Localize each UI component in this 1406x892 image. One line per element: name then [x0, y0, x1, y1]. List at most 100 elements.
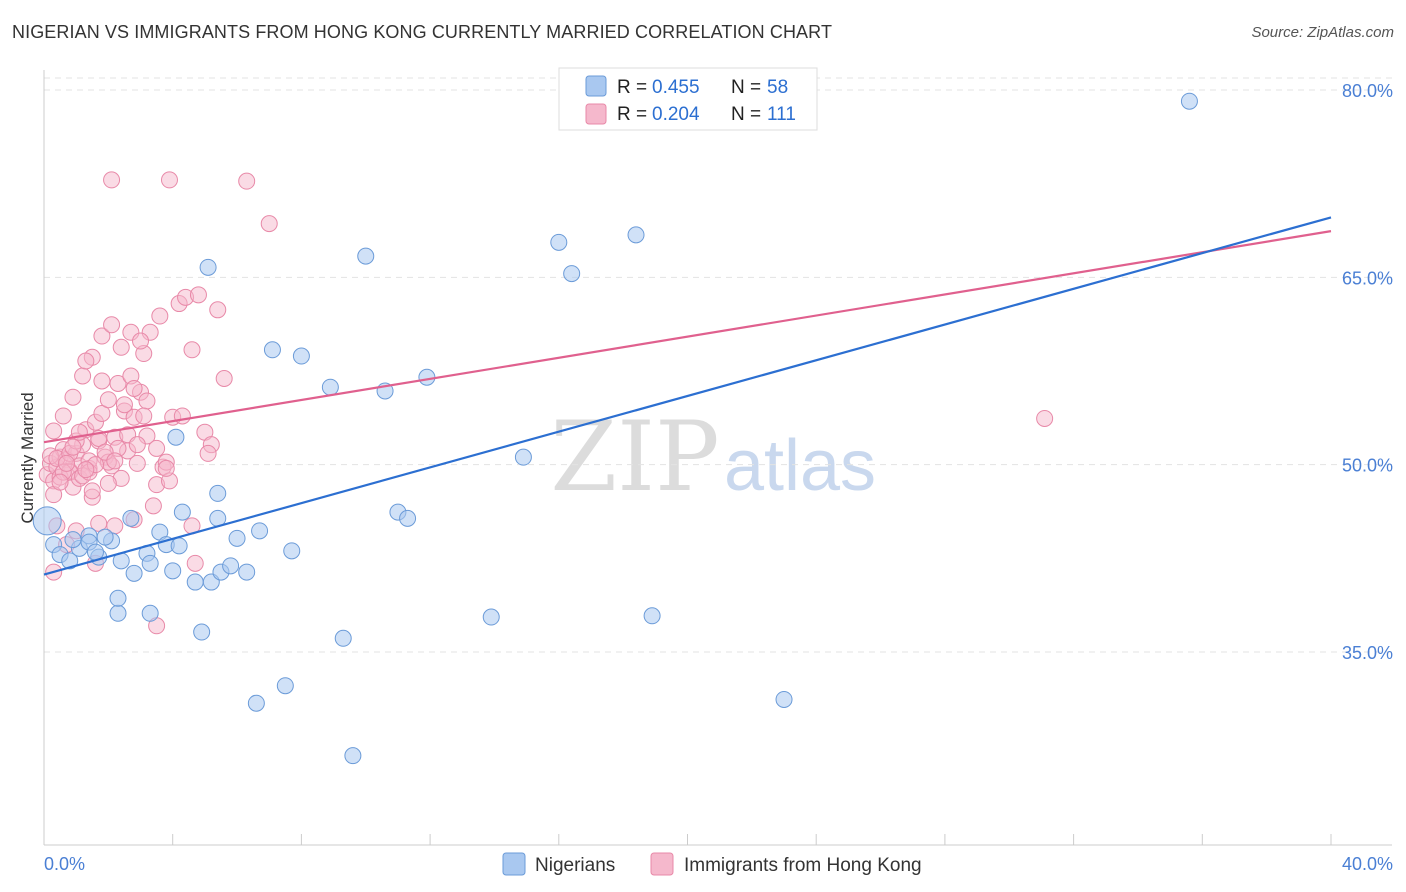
hong-kong-point [238, 172, 256, 190]
nigerians-point [482, 608, 500, 626]
nigerians-point [775, 690, 793, 708]
legend-bottom-nigerians: Nigerians [535, 855, 615, 876]
tick-labels: 35.0% 50.0% 65.0% 80.0% 0.0% 40.0% [44, 81, 1393, 874]
hong-kong-point [209, 301, 227, 319]
hong-kong-point [128, 454, 146, 472]
nigerians-point [61, 552, 79, 570]
nigerians-point [170, 537, 188, 555]
legend-n-value-1: 58 [767, 77, 788, 98]
nigerians-point [209, 484, 227, 502]
nigerians-point [141, 604, 159, 622]
nigerians-point [125, 564, 143, 582]
legend-r-label-2: R = [617, 104, 647, 125]
nigerians-point [643, 607, 661, 625]
hong-kong-point [138, 392, 156, 410]
series-nigerians-points [32, 92, 1198, 765]
hong-kong-point [199, 444, 217, 462]
nigerians-point [64, 531, 82, 549]
y-tick-label: 35.0% [1342, 643, 1393, 663]
hong-kong-trend-line [43, 230, 1332, 444]
nigerians-point [418, 368, 436, 386]
nigerians-point [186, 573, 204, 591]
hong-kong-point [83, 482, 101, 500]
nigerians-point [283, 542, 301, 560]
watermark-atlas: atlas [724, 426, 876, 506]
x-tick-label: 40.0% [1342, 854, 1393, 874]
legend-swatch-hong-kong [585, 103, 607, 125]
nigerians-point [96, 528, 114, 546]
hong-kong-point [90, 514, 108, 532]
hong-kong-point [99, 474, 117, 492]
nigerians-point [109, 604, 127, 622]
nigerians-point [321, 378, 339, 396]
nigerians-point [276, 677, 294, 695]
nigerians-point [399, 509, 417, 527]
legend-n-label-1: N = [731, 77, 761, 98]
legend-swatch-nigerians [585, 75, 607, 97]
hong-kong-point [128, 436, 146, 454]
nigerians-point [141, 554, 159, 572]
nigerians-point [357, 247, 375, 265]
legend-bottom-hong-kong: Immigrants from Hong Kong [684, 855, 922, 876]
hong-kong-point [58, 454, 76, 472]
nigerians-point [247, 694, 265, 712]
y-tick-label: 50.0% [1342, 456, 1393, 476]
hong-kong-point [151, 307, 169, 325]
y-tick-label: 80.0% [1342, 81, 1393, 101]
nigerians-point [550, 233, 568, 251]
nigerians-point [193, 623, 211, 641]
hong-kong-point [135, 407, 153, 425]
hong-kong-point [51, 473, 69, 491]
legend-r-value-1: 0.455 [652, 77, 700, 98]
hong-kong-point [215, 369, 233, 387]
x-tick-label: 0.0% [44, 854, 85, 874]
hong-kong-point [64, 388, 82, 406]
nigerians-point [228, 529, 246, 547]
hong-kong-point [54, 407, 72, 425]
nigerians-point [292, 347, 310, 365]
legend-bottom-swatch-hong-kong [650, 852, 674, 876]
hong-kong-point [45, 422, 63, 440]
hong-kong-point [115, 396, 133, 414]
correlation-legend: R = 0.455 N = 58 R = 0.204 N = 111 [558, 67, 818, 131]
nigerians-point [173, 503, 191, 521]
nigerians-point [164, 562, 182, 580]
legend-bottom-swatch-nigerians [502, 852, 526, 876]
hong-kong-point [99, 391, 117, 409]
nigerians-point [627, 226, 645, 244]
legend-n-value-2: 111 [767, 104, 796, 125]
hong-kong-point [260, 215, 278, 233]
y-axis-label: Currently Married [18, 392, 37, 523]
hong-kong-point [74, 367, 92, 385]
hong-kong-point [183, 341, 201, 359]
nigerians-point [563, 265, 581, 283]
hong-kong-point [77, 461, 95, 479]
nigerians-point [122, 509, 140, 527]
nigerians-point [222, 557, 240, 575]
source-credit: Source: ZipAtlas.com [1251, 24, 1394, 41]
series-legend: Nigerians Immigrants from Hong Kong [502, 852, 922, 876]
nigerians-point [32, 506, 62, 536]
nigerians-point [251, 522, 269, 540]
nigerians-point [334, 629, 352, 647]
hong-kong-point [93, 327, 111, 345]
nigerians-point [238, 563, 256, 581]
hong-kong-point [1036, 409, 1054, 427]
chart-title: NIGERIAN VS IMMIGRANTS FROM HONG KONG CU… [12, 22, 833, 42]
nigerians-point [514, 448, 532, 466]
hong-kong-point [160, 171, 178, 189]
hong-kong-point [125, 379, 143, 397]
hong-kong-point [189, 286, 207, 304]
nigerians-point [1180, 92, 1198, 110]
y-tick-label: 65.0% [1342, 268, 1393, 288]
hong-kong-point [93, 404, 111, 422]
hong-kong-point [106, 452, 124, 470]
hong-kong-point [144, 497, 162, 515]
hong-kong-point [112, 338, 130, 356]
legend-r-label-1: R = [617, 77, 647, 98]
hong-kong-point [64, 438, 82, 456]
hong-kong-point [103, 316, 121, 334]
legend-n-label-2: N = [731, 104, 761, 125]
